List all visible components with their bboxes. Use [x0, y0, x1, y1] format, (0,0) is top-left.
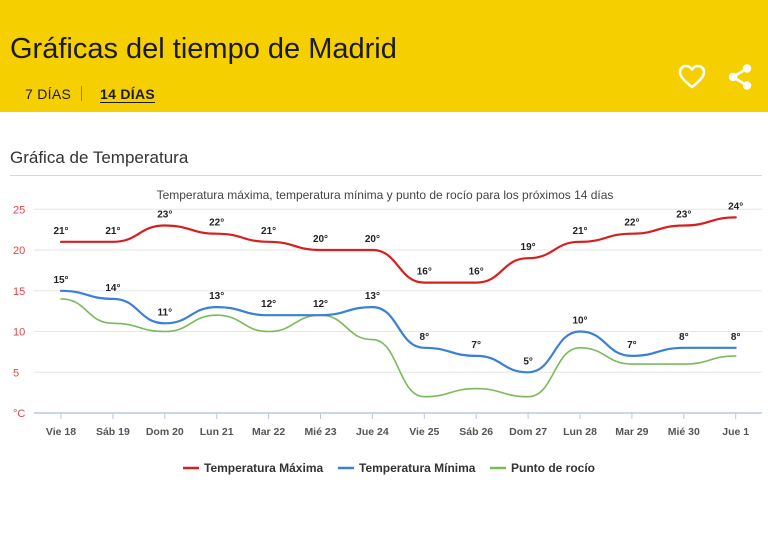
data-label-temperatura-minima: 8° [679, 332, 689, 343]
data-label-temperatura-minima: 12° [313, 299, 328, 310]
data-label-temperatura-maxima: 21° [53, 226, 68, 237]
data-label-temperatura-maxima: 16° [469, 267, 484, 278]
data-label-temperatura-minima: 11° [158, 307, 173, 318]
x-tick-label: Mié 23 [304, 426, 336, 438]
x-tick-label: Jue 24 [356, 426, 389, 438]
tab-separator [81, 86, 82, 101]
section-title: Gráfica de Temperatura [10, 148, 189, 167]
legend-label: Punto de rocío [511, 461, 595, 475]
y-tick-label: 15 [13, 286, 25, 298]
data-label-temperatura-minima: 8° [731, 332, 741, 343]
tab-14-days[interactable]: 14 DÍAS [100, 86, 156, 102]
legend-label: Temperatura Máxima [204, 461, 323, 475]
x-tick-label: Mar 29 [615, 426, 648, 438]
data-label-temperatura-minima: 8° [420, 332, 430, 343]
data-label-temperatura-maxima: 23° [676, 210, 691, 221]
legend-label: Temperatura Mínima [359, 461, 476, 475]
data-label-temperatura-minima: 7° [471, 340, 481, 351]
data-label-temperatura-maxima: 21° [261, 226, 276, 237]
y-tick-label: 5 [13, 367, 19, 379]
x-tick-label: Lun 21 [200, 426, 234, 438]
series-line-temperatura-minima [59, 289, 737, 374]
data-label-temperatura-maxima: 23° [157, 210, 172, 221]
x-tick-label: Lun 28 [563, 426, 597, 438]
data-label-temperatura-maxima: 21° [105, 226, 120, 237]
section-divider [10, 175, 762, 176]
data-label-temperatura-minima: 15° [53, 275, 68, 286]
series-line-punto-de-rocio [60, 298, 737, 398]
data-label-temperatura-maxima: 21° [572, 226, 587, 237]
data-label-temperatura-minima: 13° [209, 291, 224, 302]
x-tick-label: Vie 25 [409, 426, 439, 438]
data-label-temperatura-minima: 12° [261, 299, 276, 310]
series-line-temperatura-maxima [59, 216, 737, 284]
x-tick-label: Dom 27 [509, 426, 547, 438]
data-label-temperatura-maxima: 22° [209, 218, 224, 229]
y-tick-label: 20 [13, 245, 25, 257]
data-label-temperatura-minima: 14° [105, 283, 120, 294]
data-label-temperatura-minima: 5° [523, 356, 533, 367]
data-label-temperatura-minima: 7° [627, 340, 637, 351]
data-label-temperatura-maxima: 20° [313, 234, 328, 245]
heart-icon[interactable] [677, 62, 707, 92]
temperature-chart: Temperatura máxima, temperatura mínima y… [13, 188, 762, 475]
data-label-temperatura-minima: 10° [572, 316, 587, 327]
y-tick-label: 10 [13, 327, 25, 339]
tab-7-days[interactable]: 7 DÍAS [25, 86, 72, 102]
share-icon[interactable] [725, 62, 755, 92]
data-label-temperatura-minima: 13° [365, 291, 380, 302]
header-bar: Gráficas del tiempo de Madrid 7 DÍAS 14 … [0, 0, 768, 112]
x-tick-label: Sáb 19 [96, 426, 130, 438]
x-tick-label: Jue 1 [722, 426, 749, 438]
data-label-temperatura-maxima: 20° [365, 234, 380, 245]
x-tick-label: Vie 18 [46, 426, 76, 438]
y-tick-label: 25 [13, 204, 25, 216]
x-tick-label: Mié 30 [668, 426, 700, 438]
page-title: Gráficas del tiempo de Madrid [10, 33, 397, 65]
data-label-temperatura-maxima: 19° [521, 242, 536, 253]
chart-title: Temperatura máxima, temperatura mínima y… [157, 188, 614, 202]
y-axis-unit-label: °C [13, 408, 25, 420]
x-tick-label: Dom 20 [146, 426, 184, 438]
data-label-temperatura-maxima: 24° [728, 201, 743, 212]
x-tick-label: Sáb 26 [459, 426, 493, 438]
x-tick-label: Mar 22 [252, 426, 285, 438]
data-label-temperatura-maxima: 22° [624, 218, 639, 229]
data-label-temperatura-maxima: 16° [417, 267, 432, 278]
